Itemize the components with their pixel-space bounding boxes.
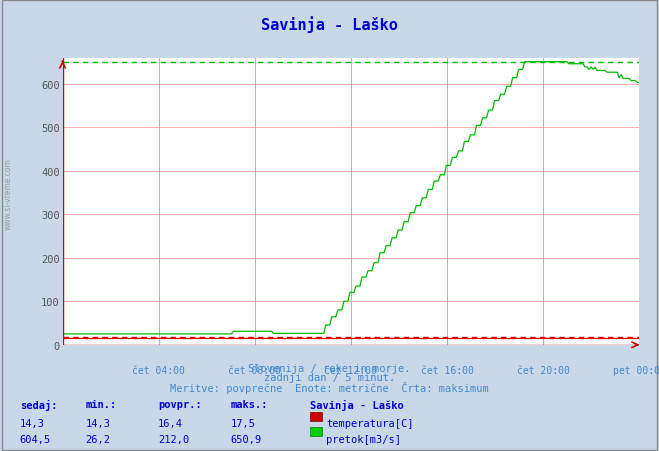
Text: čet 04:00: čet 04:00	[132, 365, 185, 375]
Text: temperatura[C]: temperatura[C]	[326, 419, 414, 428]
Text: pet 00:00: pet 00:00	[613, 365, 659, 375]
Text: sedaj:: sedaj:	[20, 399, 57, 410]
Text: Slovenija / reke in morje.: Slovenija / reke in morje.	[248, 363, 411, 373]
Text: povpr.:: povpr.:	[158, 399, 202, 409]
Text: Meritve: povprečne  Enote: metrične  Črta: maksimum: Meritve: povprečne Enote: metrične Črta:…	[170, 381, 489, 393]
Text: 212,0: 212,0	[158, 434, 189, 444]
Text: čet 16:00: čet 16:00	[420, 365, 473, 375]
Text: www.si-vreme.com: www.si-vreme.com	[4, 158, 13, 230]
Text: 26,2: 26,2	[86, 434, 111, 444]
Text: 604,5: 604,5	[20, 434, 51, 444]
Text: čet 20:00: čet 20:00	[517, 365, 569, 375]
Text: 16,4: 16,4	[158, 419, 183, 428]
Text: 650,9: 650,9	[231, 434, 262, 444]
Text: 14,3: 14,3	[20, 419, 45, 428]
Text: čet 12:00: čet 12:00	[324, 365, 378, 375]
Text: 14,3: 14,3	[86, 419, 111, 428]
Text: zadnji dan / 5 minut.: zadnji dan / 5 minut.	[264, 372, 395, 382]
Text: maks.:: maks.:	[231, 399, 268, 409]
Text: čet 08:00: čet 08:00	[229, 365, 281, 375]
Text: Savinja - Laško: Savinja - Laško	[261, 16, 398, 32]
Text: min.:: min.:	[86, 399, 117, 409]
Text: Savinja - Laško: Savinja - Laško	[310, 399, 403, 410]
Text: 17,5: 17,5	[231, 419, 256, 428]
Text: pretok[m3/s]: pretok[m3/s]	[326, 434, 401, 444]
